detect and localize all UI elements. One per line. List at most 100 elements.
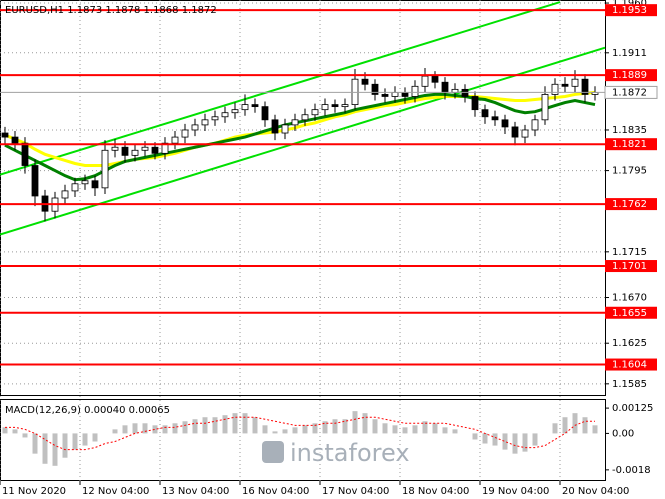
x-tick-label: 17 Nov 04:00 [322, 486, 389, 497]
macd-bar [52, 433, 58, 466]
macd-bar [532, 433, 538, 446]
x-tick-label: 11 Nov 2020 [2, 486, 66, 497]
current-price-box [604, 85, 658, 99]
candle-body [581, 78, 589, 95]
candle-body [161, 142, 169, 154]
candle-body [71, 183, 79, 192]
macd-bar [362, 413, 368, 434]
candle-body [11, 136, 19, 144]
candle-body [551, 83, 559, 95]
level-label: 1.1604 [612, 360, 647, 371]
main-panel [0, 0, 606, 396]
main-title: EURUSD,H1 1.1873 1.1878 1.1868 1.1872 [5, 5, 217, 16]
level-label-box [605, 69, 657, 82]
candle-body [61, 190, 69, 199]
level-label-box [605, 358, 657, 371]
macd-bar [382, 423, 388, 434]
macd-bar [242, 413, 248, 434]
macd-bar [392, 425, 398, 434]
macd-bar [262, 425, 268, 434]
macd-title: MACD(12,26,9) 0.00040 0.00065 [5, 405, 170, 416]
macd-bar [282, 429, 288, 434]
candle-body [491, 116, 499, 121]
candle-body [261, 106, 269, 121]
macd-bar [22, 433, 28, 438]
x-tick-label: 20 Nov 04:00 [562, 486, 629, 497]
candle-body [291, 119, 299, 126]
macd-bar [522, 433, 528, 452]
candle-body [501, 119, 509, 128]
candle-body [341, 104, 349, 108]
macd-bar [552, 423, 558, 434]
macd-bar [432, 423, 438, 434]
level-label: 1.1701 [612, 261, 647, 272]
candle-body [361, 78, 369, 85]
candle-body [101, 149, 109, 189]
macd-bar [442, 427, 448, 434]
candle-body [151, 146, 159, 154]
y-tick-label: 1.1670 [612, 293, 647, 304]
macd-bar [132, 423, 138, 434]
macd-bar [302, 425, 308, 434]
candle-body [271, 119, 279, 134]
y-tick-label: 1.1625 [612, 338, 647, 349]
level-label: 1.1953 [612, 5, 647, 16]
macd-bar [492, 433, 498, 446]
candle-body [111, 146, 119, 151]
macd-bar [12, 429, 18, 434]
macd-bar [212, 417, 218, 434]
candle-body [251, 104, 259, 108]
candle-body [531, 119, 539, 131]
x-tick-label: 16 Nov 04:00 [242, 486, 309, 497]
candle-body [231, 109, 239, 114]
watermark: instaforex [290, 439, 410, 467]
candle-body [131, 149, 139, 156]
candle-body [91, 180, 99, 189]
macd-bar [92, 433, 98, 442]
candle-body [181, 129, 189, 138]
candle-body [171, 136, 179, 144]
current-price-label: 1.1872 [612, 87, 647, 98]
x-tick-label: 13 Nov 04:00 [162, 486, 229, 497]
candle-body [331, 104, 339, 108]
macd-bar [472, 433, 478, 440]
trendline [0, 1, 561, 176]
level-label: 1.1655 [612, 308, 647, 319]
candle-body [441, 81, 449, 93]
macd-bar [32, 433, 38, 454]
level-label-box [605, 198, 657, 211]
macd-bar [2, 427, 8, 434]
signal-line [5, 416, 595, 451]
candle-body [411, 85, 419, 97]
candle-body [211, 116, 219, 121]
macd-bar [592, 425, 598, 434]
candle-body [421, 75, 429, 87]
candle-body [561, 83, 569, 87]
level-label: 1.1821 [612, 139, 647, 150]
y-tick-label: 1.1795 [612, 166, 647, 177]
candle-body [321, 104, 329, 111]
macd-bar [502, 433, 508, 450]
y-tick-label: 0.00125 [612, 403, 653, 414]
candle-body [461, 88, 469, 97]
macd-bar [512, 433, 518, 454]
candle-body [81, 180, 89, 185]
macd-bar [152, 425, 158, 434]
candle-body [141, 146, 149, 151]
level-label-box [605, 138, 657, 151]
macd-bar [582, 417, 588, 434]
macd-bar [352, 411, 358, 434]
candle-body [471, 96, 479, 111]
macd-bar [112, 429, 118, 434]
level-label-box [605, 306, 657, 319]
macd-bar [192, 419, 198, 434]
x-tick-label: 12 Nov 04:00 [82, 486, 149, 497]
candle-body [541, 94, 549, 121]
macd-bar [452, 429, 458, 434]
candle-body [401, 92, 409, 97]
candle-body [221, 112, 229, 118]
candle-body [21, 142, 29, 166]
macd-bar [412, 425, 418, 434]
